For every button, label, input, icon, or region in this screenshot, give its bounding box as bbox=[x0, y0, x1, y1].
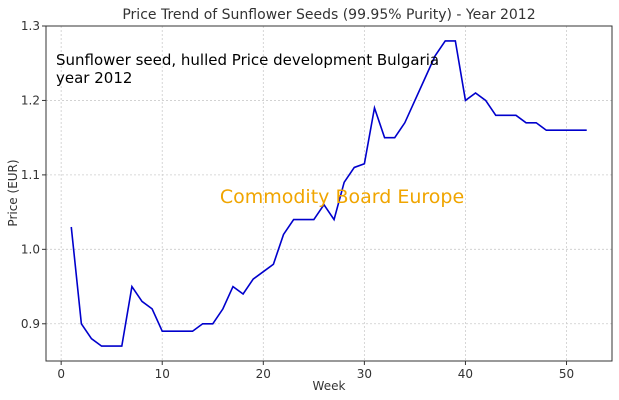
chart-title: Price Trend of Sunflower Seeds (99.95% P… bbox=[122, 7, 535, 23]
y-tick-label: 0.9 bbox=[21, 317, 40, 331]
x-tick-label: 10 bbox=[155, 367, 170, 381]
y-axis: 0.9 1.0 1.1 1.2 1.3 bbox=[21, 19, 46, 331]
y-axis-label: Price (EUR) bbox=[6, 159, 20, 226]
y-tick-label: 1.3 bbox=[21, 19, 40, 33]
annotation-line-1: Sunflower seed, hulled Price development… bbox=[56, 51, 439, 69]
plot-frame bbox=[45, 25, 613, 362]
series-layer bbox=[70, 40, 587, 347]
x-tick-label: 0 bbox=[57, 367, 65, 381]
x-tick-label: 40 bbox=[458, 367, 473, 381]
x-axis: 0 10 20 30 40 50 bbox=[57, 361, 574, 381]
y-tick-label: 1.2 bbox=[21, 93, 40, 107]
x-axis-label: Week bbox=[313, 379, 346, 393]
x-tick-label: 30 bbox=[357, 367, 372, 381]
y-tick-label: 1.1 bbox=[21, 168, 40, 182]
annotation-line-2: year 2012 bbox=[56, 69, 132, 87]
series-line bbox=[70, 40, 587, 347]
watermark-text: Commodity Board Europe bbox=[220, 186, 464, 208]
y-tick-label: 1.0 bbox=[21, 242, 40, 256]
x-tick-label: 50 bbox=[559, 367, 574, 381]
x-tick-label: 20 bbox=[256, 367, 271, 381]
